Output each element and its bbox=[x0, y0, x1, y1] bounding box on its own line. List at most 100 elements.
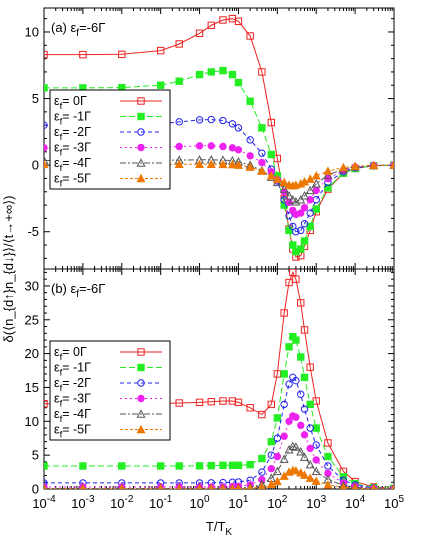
series-line bbox=[44, 415, 394, 489]
data-point bbox=[196, 484, 203, 489]
data-point bbox=[246, 404, 254, 412]
data-point bbox=[297, 209, 305, 217]
data-point bbox=[235, 483, 242, 489]
data-point bbox=[299, 452, 310, 461]
data-point bbox=[273, 414, 282, 422]
data-point bbox=[300, 204, 309, 212]
data-point bbox=[389, 160, 394, 169]
x-axis-title: T/TK bbox=[206, 519, 233, 538]
data-point bbox=[175, 77, 183, 85]
data-point bbox=[297, 245, 305, 253]
series-line bbox=[44, 271, 394, 489]
data-point bbox=[267, 464, 276, 473]
data-point bbox=[297, 299, 305, 307]
data-point bbox=[311, 476, 321, 485]
data-point bbox=[311, 179, 321, 188]
data-point bbox=[289, 241, 297, 249]
panel-label: (b) εf=-6Γ bbox=[51, 281, 105, 300]
data-point bbox=[296, 447, 306, 456]
x-tick-label: 10-1 bbox=[149, 494, 173, 511]
y-tick-label: -5 bbox=[27, 224, 39, 239]
data-point bbox=[306, 363, 314, 371]
data-point bbox=[258, 68, 266, 76]
data-point bbox=[44, 121, 48, 129]
data-point bbox=[207, 397, 215, 406]
data-point bbox=[273, 452, 282, 461]
data-point bbox=[219, 16, 227, 24]
legend-label: εf= -1Γ bbox=[54, 110, 91, 128]
data-point bbox=[292, 376, 300, 385]
data-point bbox=[137, 97, 145, 105]
legend-label: εf= -5Γ bbox=[54, 172, 91, 190]
data-point bbox=[279, 471, 289, 480]
data-point bbox=[207, 21, 215, 30]
data-point bbox=[279, 184, 289, 193]
y-tick-label: 0 bbox=[32, 158, 39, 173]
data-point bbox=[280, 309, 288, 317]
data-point bbox=[350, 161, 360, 170]
data-point bbox=[207, 461, 215, 470]
data-point bbox=[207, 142, 215, 150]
data-point bbox=[234, 78, 243, 87]
data-point bbox=[137, 112, 145, 121]
data-point bbox=[324, 452, 332, 461]
x-axis: 10-4 10-3 10-2 10-1 100 101 102 103 104 105 T/TK bbox=[32, 494, 404, 538]
data-point bbox=[292, 336, 300, 344]
data-point bbox=[306, 444, 314, 453]
data-point bbox=[285, 417, 293, 426]
data-point bbox=[44, 155, 49, 165]
data-point bbox=[219, 142, 227, 151]
data-point bbox=[305, 185, 315, 195]
data-point bbox=[137, 363, 145, 372]
x-tick-label: 103 bbox=[306, 494, 326, 511]
data-point bbox=[300, 405, 309, 413]
series-line bbox=[44, 18, 394, 258]
data-point bbox=[44, 400, 48, 408]
data-point bbox=[369, 160, 379, 170]
y-tick-label: 10 bbox=[25, 414, 39, 429]
data-point bbox=[158, 484, 164, 489]
data-point bbox=[195, 70, 204, 79]
data-point bbox=[118, 462, 126, 470]
data-point bbox=[234, 398, 243, 407]
data-point bbox=[292, 228, 300, 236]
data-point bbox=[306, 209, 314, 217]
data-point bbox=[219, 461, 227, 470]
data-point bbox=[219, 66, 227, 75]
data-point bbox=[258, 454, 266, 463]
data-point bbox=[228, 70, 237, 79]
y-tick-label: 30 bbox=[25, 278, 39, 293]
data-point bbox=[175, 118, 183, 126]
data-point bbox=[311, 171, 321, 180]
data-point bbox=[44, 479, 48, 487]
data-point bbox=[247, 483, 254, 489]
data-point bbox=[136, 409, 146, 418]
data-point bbox=[266, 479, 276, 488]
data-point bbox=[219, 116, 227, 125]
data-point bbox=[338, 162, 348, 172]
data-point bbox=[352, 483, 359, 489]
data-point bbox=[285, 212, 293, 220]
legend-label: εf= 0Γ bbox=[54, 94, 87, 112]
data-point bbox=[297, 353, 305, 361]
legend-label: εf= -4Γ bbox=[54, 407, 91, 425]
x-tick-label: 10-2 bbox=[110, 494, 134, 511]
data-point bbox=[246, 460, 254, 469]
data-point bbox=[220, 484, 226, 489]
data-point bbox=[195, 142, 204, 150]
data-point bbox=[137, 394, 145, 403]
data-point bbox=[371, 484, 377, 489]
data-point bbox=[273, 434, 282, 442]
data-point bbox=[280, 370, 288, 378]
legend-label: εf= -5Γ bbox=[54, 423, 91, 441]
data-point bbox=[246, 32, 254, 40]
data-point bbox=[258, 149, 266, 157]
data-point bbox=[195, 462, 204, 470]
y-tick-label: 5 bbox=[32, 91, 39, 106]
data-point bbox=[175, 142, 183, 151]
series-group bbox=[44, 14, 394, 261]
data-point bbox=[280, 432, 288, 440]
data-point bbox=[195, 29, 204, 38]
